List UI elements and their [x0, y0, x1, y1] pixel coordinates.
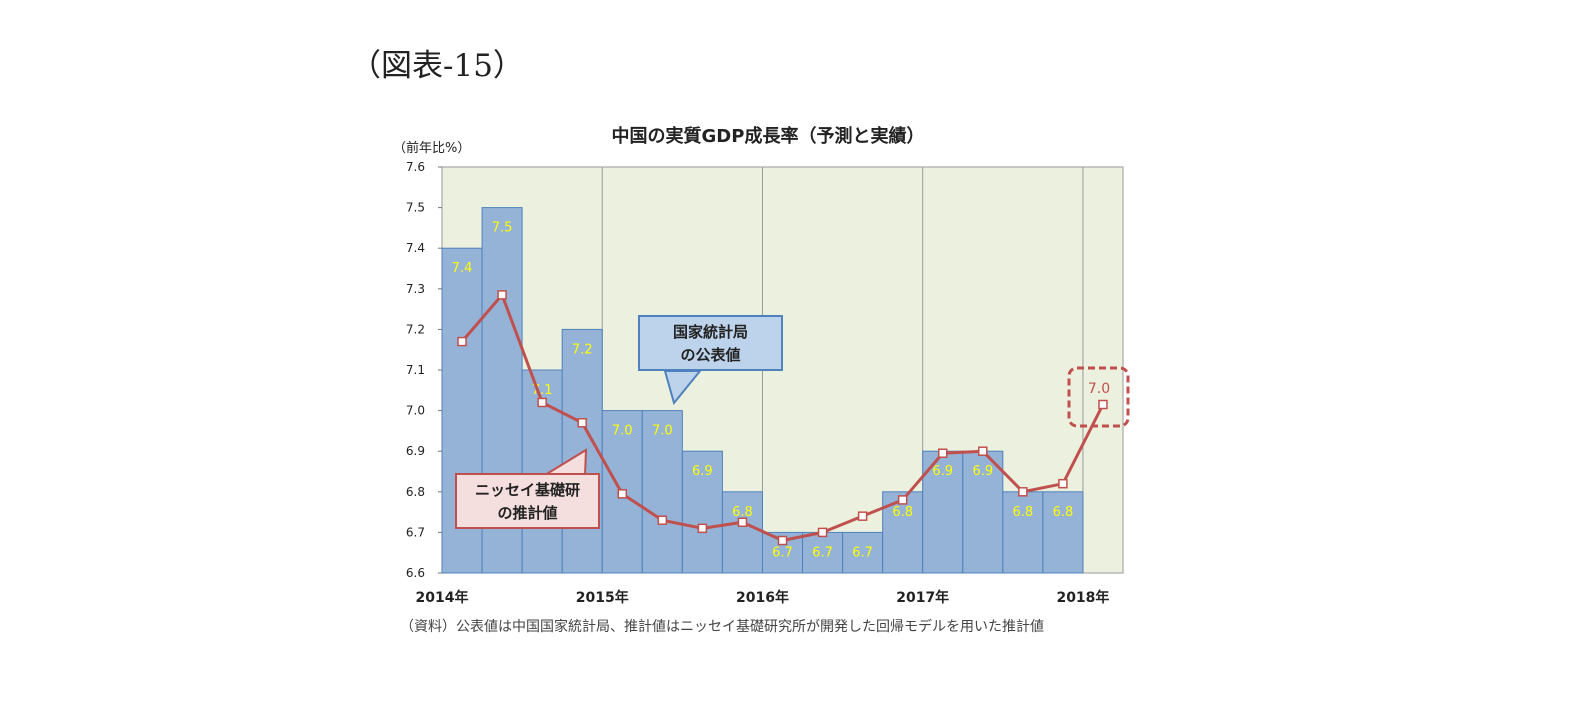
bar-data-label: 6.7 — [852, 545, 873, 560]
forecast-point — [978, 446, 988, 456]
y-tick-label: 6.7 — [406, 525, 425, 539]
bar-data-label: 6.8 — [1053, 505, 1074, 520]
forecast-point — [937, 448, 948, 458]
callout-forecast-line2: の推計値 — [497, 504, 558, 522]
y-tick-label: 6.8 — [406, 485, 425, 499]
callout-forecast-line1: ニッセイ基礎研 — [474, 481, 580, 499]
bar-data-label: 6.8 — [1013, 505, 1034, 520]
forecast-point — [657, 515, 668, 525]
forecast-value-label: 7.0 — [1088, 381, 1110, 397]
forecast-point — [497, 290, 507, 300]
bar — [962, 450, 1004, 574]
bar-data-label: 7.0 — [612, 424, 633, 439]
y-tick-label: 7.2 — [406, 322, 425, 336]
y-tick-label: 7.5 — [406, 201, 425, 215]
forecast-point — [1058, 478, 1068, 489]
x-tick-label: 2017年 — [896, 589, 949, 606]
forecast-point — [857, 511, 868, 521]
forecast-point — [1098, 399, 1108, 410]
forecast-point — [697, 523, 708, 534]
forecast-point — [457, 336, 467, 347]
source-note: （資料）公表値は中国国家統計局、推計値はニッセイ基礎研究所が開発した回帰モデルを… — [400, 619, 1044, 635]
bar — [1002, 491, 1044, 574]
forecast-point — [777, 535, 788, 546]
y-tick-label: 7.1 — [406, 363, 425, 377]
bar-data-label: 7.5 — [492, 221, 513, 236]
callout-forecast-values: ニッセイ基礎研 の推計値 — [455, 473, 600, 529]
bar-data-label: 7.4 — [452, 261, 473, 276]
bar-data-label: 6.9 — [932, 464, 953, 479]
forecast-point — [1018, 487, 1028, 497]
y-tick-label: 6.9 — [406, 444, 425, 458]
bar — [922, 450, 964, 574]
y-tick-label: 6.6 — [406, 566, 425, 580]
bar-data-label: 6.7 — [772, 545, 793, 560]
bar-data-label: 6.9 — [692, 464, 713, 479]
bar — [802, 531, 844, 574]
y-axis-label: （前年比%） — [393, 140, 470, 156]
callout-official-pointer — [663, 370, 703, 406]
y-tick-label: 7.0 — [406, 404, 425, 418]
callout-official-line1: 国家統計局 — [672, 323, 748, 341]
figure-label: （図表-15） — [350, 48, 524, 84]
bar-data-label: 7.0 — [652, 424, 673, 439]
y-tick-label: 7.6 — [406, 160, 425, 174]
x-tick-label: 2015年 — [576, 589, 629, 606]
bar-data-label: 6.9 — [972, 464, 993, 479]
forecast-point — [817, 527, 828, 538]
callout-official-line2: の公表値 — [680, 346, 741, 364]
forecast-point — [737, 517, 748, 527]
forecast-point — [577, 418, 587, 428]
x-tick-label: 2014年 — [416, 589, 469, 606]
bar — [721, 491, 763, 574]
bar-data-label: 6.7 — [812, 545, 833, 560]
chart-title: 中国の実質GDP成長率（予測と実績） — [612, 125, 925, 147]
callout-official-values: 国家統計局 の公表値 — [638, 315, 783, 371]
bar-data-label: 7.2 — [572, 342, 593, 357]
y-tick-label: 7.4 — [406, 241, 425, 255]
bar — [1042, 491, 1084, 574]
x-tick-label: 2016年 — [736, 589, 789, 606]
forecast-point — [617, 489, 628, 499]
bar-data-label: 6.8 — [892, 505, 913, 520]
bar-data-label: 6.8 — [732, 505, 753, 520]
forecast-point — [897, 495, 908, 505]
x-tick-label: 2018年 — [1056, 589, 1109, 606]
y-tick-label: 7.3 — [406, 282, 425, 296]
forecast-point — [537, 397, 547, 408]
